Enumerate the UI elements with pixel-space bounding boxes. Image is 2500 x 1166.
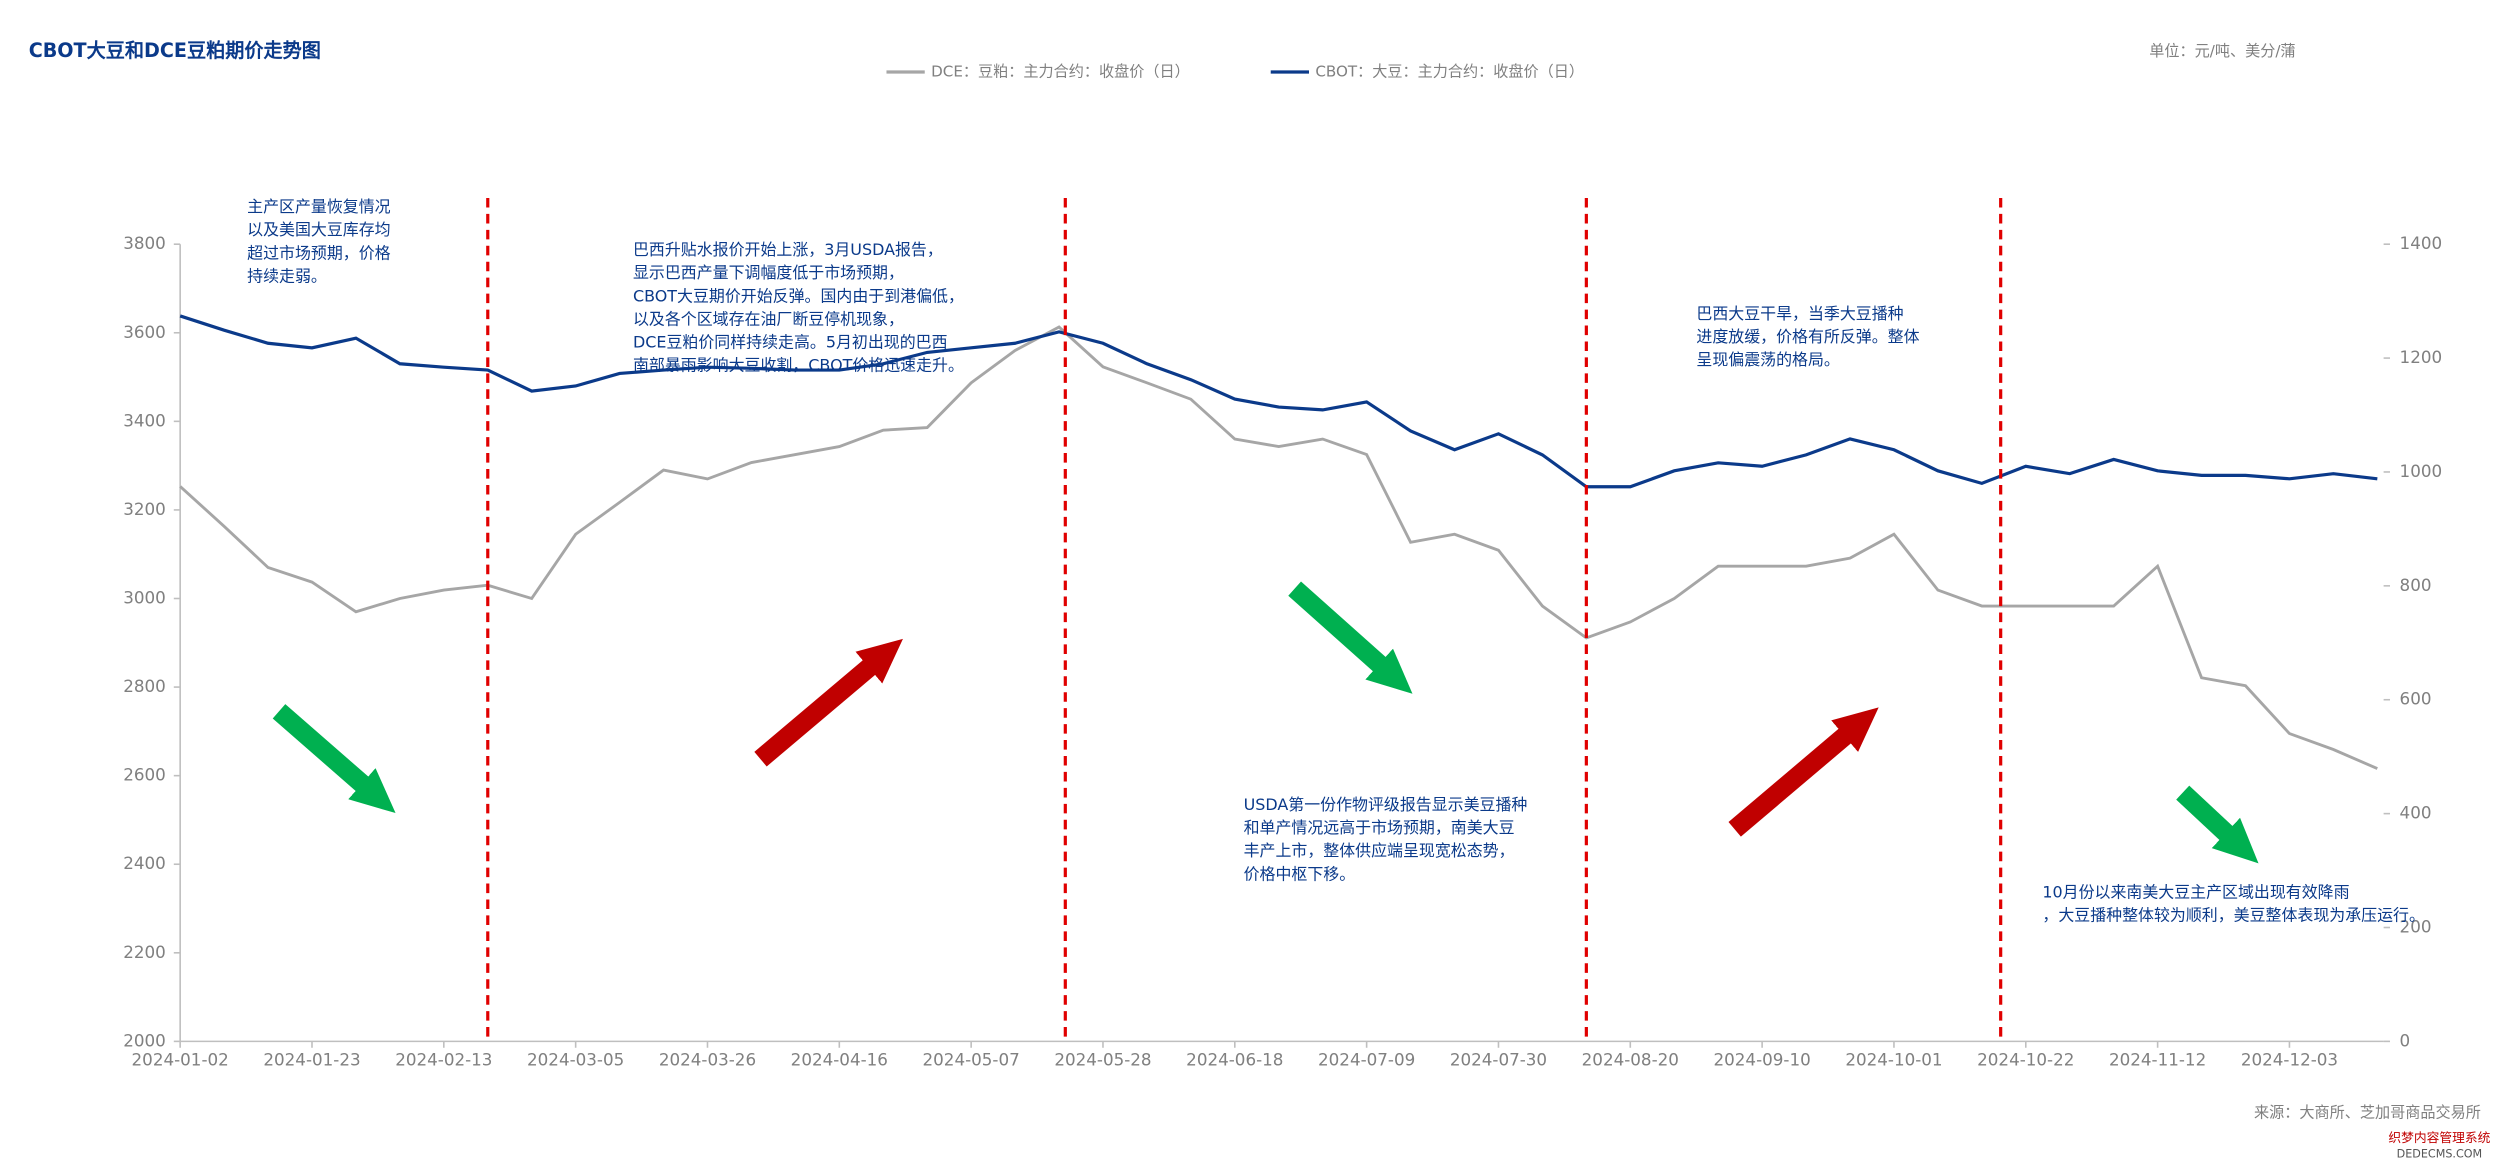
series-line bbox=[179, 325, 2378, 770]
annotation-line: 丰产上市，整体供应端呈现宽松态势， bbox=[1244, 841, 1515, 860]
down-arrow bbox=[2176, 785, 2259, 864]
annotation-line: USDA第一份作物评级报告显示美豆播种 bbox=[1244, 795, 1528, 814]
legend-label: DCE：豆粕：主力合约：收盘价（日） bbox=[931, 62, 1190, 80]
y2-tick-label: 400 bbox=[2400, 803, 2432, 823]
x-tick-label: 2024-06-18 bbox=[1186, 1050, 1283, 1070]
y2-tick-label: 0 bbox=[2400, 1030, 2411, 1050]
annotation-line: 巴西升贴水报价开始上涨，3月USDA报告， bbox=[633, 240, 943, 259]
x-tick-label: 2024-01-02 bbox=[132, 1050, 229, 1070]
y2-tick-label: 200 bbox=[2400, 917, 2432, 937]
annotation-line: 巴西大豆干旱，当季大豆播种 bbox=[1696, 304, 1903, 323]
y-tick-label: 3800 bbox=[123, 233, 166, 253]
y2-tick-label: 800 bbox=[2400, 575, 2432, 595]
annotation-line: 持续走弱。 bbox=[247, 266, 327, 285]
down-arrow bbox=[1288, 581, 1413, 694]
annotation-line: ，大豆播种整体较为顺利，美豆整体表现为承压运行。 bbox=[2042, 906, 2425, 925]
x-tick-label: 2024-04-16 bbox=[791, 1050, 888, 1070]
annotation-line: 以及美国大豆库存均 bbox=[247, 220, 390, 239]
annotation-line: 显示巴西产量下调幅度低于市场预期， bbox=[633, 263, 904, 282]
x-tick-label: 2024-09-10 bbox=[1713, 1050, 1810, 1070]
annotation-line: 呈现偏震荡的格局。 bbox=[1696, 350, 1839, 369]
down-arrow bbox=[272, 704, 396, 814]
y-tick-label: 3000 bbox=[123, 588, 166, 608]
annotation-line: 主产区产量恢复情况 bbox=[247, 197, 391, 216]
series-line bbox=[179, 314, 2378, 489]
legend-label: CBOT：大豆：主力合约：收盘价（日） bbox=[1315, 62, 1584, 80]
annotation-line: 进度放缓，价格有所反弹。整体 bbox=[1696, 327, 1919, 346]
annotation-line: 价格中枢下移。 bbox=[1244, 864, 1356, 883]
watermark: 织梦内容管理系统 bbox=[2388, 1130, 2490, 1146]
watermark: DEDECMS.COM bbox=[2397, 1148, 2483, 1161]
x-tick-label: 2024-02-13 bbox=[395, 1050, 492, 1070]
y2-tick-label: 600 bbox=[2400, 689, 2432, 709]
up-arrow bbox=[1728, 707, 1879, 837]
y-tick-label: 2000 bbox=[123, 1030, 166, 1050]
x-tick-label: 2024-07-30 bbox=[1450, 1050, 1547, 1070]
x-tick-label: 2024-11-12 bbox=[2109, 1050, 2206, 1070]
x-tick-label: 2024-03-26 bbox=[659, 1050, 756, 1070]
trend-arrows bbox=[272, 581, 2259, 864]
x-tick-label: 2024-07-09 bbox=[1318, 1050, 1415, 1070]
y-tick-label: 3400 bbox=[123, 410, 166, 430]
annotation-line: 南部暴雨影响大豆收割，CBOT价格迅速走升。 bbox=[633, 356, 964, 375]
annotation-line: 超过市场预期，价格 bbox=[247, 243, 391, 262]
source-note: 来源：大商所、芝加哥商品交易所 bbox=[2254, 1104, 2481, 1122]
x-tick-label: 2024-12-03 bbox=[2241, 1050, 2338, 1070]
y2-tick-label: 1400 bbox=[2400, 233, 2443, 253]
up-arrow bbox=[754, 638, 903, 767]
y2-tick-label: 1000 bbox=[2400, 461, 2443, 481]
annotation-line: CBOT大豆期价开始反弹。国内由于到港偏低， bbox=[633, 286, 964, 305]
annotation-line: 以及各个区域存在油厂断豆停机现象， bbox=[633, 309, 904, 328]
y2-tick-label: 1200 bbox=[2400, 347, 2443, 367]
y-tick-label: 2400 bbox=[123, 853, 166, 873]
x-tick-label: 2024-05-07 bbox=[923, 1050, 1020, 1070]
unit-note: 单位：元/吨、美分/蒲 bbox=[2149, 42, 2295, 60]
y-tick-label: 2200 bbox=[123, 942, 166, 962]
y-tick-label: 2800 bbox=[123, 676, 166, 696]
x-tick-label: 2024-10-01 bbox=[1845, 1050, 1942, 1070]
y-tick-label: 3600 bbox=[123, 322, 166, 342]
y-tick-label: 2600 bbox=[123, 765, 166, 785]
y-tick-label: 3200 bbox=[123, 499, 166, 519]
x-tick-label: 2024-01-23 bbox=[263, 1050, 360, 1070]
annotation-line: DCE豆粕价同样持续走高。5月初出现的巴西 bbox=[633, 333, 948, 352]
x-tick-label: 2024-10-22 bbox=[1977, 1050, 2074, 1070]
annotation-line: 和单产情况远高于市场预期，南美大豆 bbox=[1244, 818, 1515, 837]
chart-title: CBOT大豆和DCE豆粕期价走势图 bbox=[29, 39, 321, 62]
x-tick-label: 2024-03-05 bbox=[527, 1050, 624, 1070]
x-tick-label: 2024-08-20 bbox=[1582, 1050, 1679, 1070]
x-tick-label: 2024-05-28 bbox=[1054, 1050, 1151, 1070]
annotation-line: 10月份以来南美大豆主产区域出现有效降雨 bbox=[2042, 883, 2349, 902]
